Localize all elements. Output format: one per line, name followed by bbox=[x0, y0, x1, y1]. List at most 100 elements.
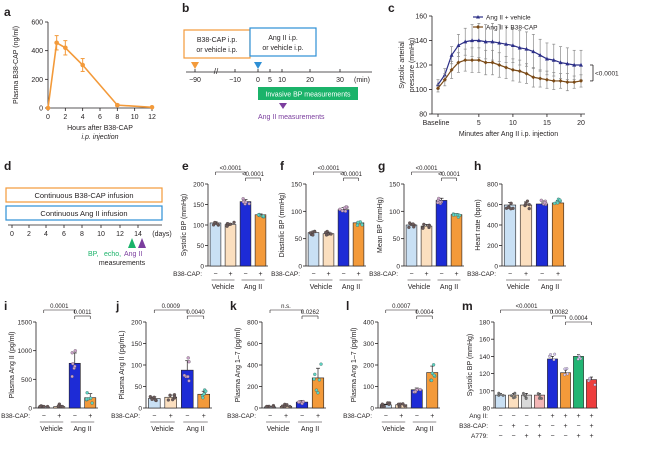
group-label-angii: Ang II bbox=[440, 284, 458, 291]
data-point bbox=[356, 220, 360, 225]
data-point-triangle bbox=[456, 43, 461, 47]
purple-arrow bbox=[138, 238, 146, 248]
treatment-row-label: B38-CAP: bbox=[459, 423, 488, 430]
invasive-bp-box bbox=[258, 87, 358, 100]
panel-letter-m: m bbox=[462, 299, 473, 313]
p-value-label: 0.0262 bbox=[301, 310, 320, 316]
data-point bbox=[342, 206, 347, 210]
data-point bbox=[256, 213, 261, 217]
data-point bbox=[588, 376, 592, 380]
group-label-angii: Ang II bbox=[301, 426, 319, 433]
data-point-triangle bbox=[524, 46, 529, 51]
data-point bbox=[430, 371, 435, 375]
x-tick-label: 5 bbox=[477, 120, 481, 127]
timeline-label: 30 bbox=[336, 77, 344, 84]
sign-label: + bbox=[524, 271, 528, 278]
group-label-angii: Ang II bbox=[73, 426, 91, 433]
legend-marker bbox=[476, 25, 480, 29]
series-line bbox=[437, 39, 581, 85]
protocol-label: Ang II i.p. bbox=[268, 35, 298, 42]
data-point bbox=[360, 223, 364, 227]
data-point-triangle bbox=[531, 49, 536, 54]
data-point bbox=[285, 403, 289, 407]
data-point-triangle bbox=[517, 45, 522, 50]
data-point bbox=[412, 225, 416, 229]
data-point-triangle bbox=[572, 62, 577, 67]
y-tick-label: 0 bbox=[396, 264, 400, 271]
data-point bbox=[45, 105, 51, 111]
data-point-diamond bbox=[531, 75, 536, 80]
bar bbox=[450, 214, 463, 267]
data-point bbox=[398, 404, 402, 409]
data-point bbox=[213, 220, 217, 225]
data-point bbox=[228, 222, 233, 226]
data-point-triangle bbox=[538, 53, 543, 57]
sign-label: − bbox=[243, 271, 247, 278]
p-value-label: <0.0001 bbox=[416, 166, 439, 172]
data-point bbox=[413, 389, 418, 394]
sign-label: − bbox=[511, 433, 515, 440]
bar bbox=[254, 214, 267, 267]
data-point-triangle bbox=[504, 41, 509, 46]
data-point-diamond bbox=[470, 58, 475, 63]
y-tick-label: 150 bbox=[291, 182, 302, 189]
y-tick-label: 600 bbox=[247, 341, 258, 348]
y-tick-label: 0 bbox=[39, 106, 43, 113]
data-point bbox=[338, 207, 342, 211]
sign-label: + bbox=[57, 413, 61, 420]
sign-label: − bbox=[511, 413, 515, 420]
sign-label: − bbox=[213, 271, 217, 278]
y-tick-label: 0 bbox=[298, 264, 302, 271]
y-tick-label: 100 bbox=[479, 388, 490, 395]
measure-label-ang: Ang II bbox=[124, 251, 142, 258]
y-tick-label: 0 bbox=[254, 406, 258, 413]
sign-label: + bbox=[556, 271, 560, 278]
timeline-label: 12 bbox=[116, 231, 124, 238]
p-value-label: 0.0001 bbox=[50, 304, 69, 310]
y-tick-label: 50 bbox=[393, 236, 401, 243]
data-point bbox=[56, 404, 61, 408]
data-point bbox=[316, 391, 320, 395]
data-point bbox=[422, 222, 426, 226]
bar bbox=[322, 233, 335, 267]
sign-label: + bbox=[424, 271, 428, 278]
x-tick-label: 8 bbox=[115, 114, 119, 121]
legend-label: Ang II + vehicle bbox=[486, 15, 531, 22]
y-axis-label: Plasma Ang 1–7 (pg/ml) bbox=[235, 328, 242, 403]
timeline-label: 2 bbox=[27, 231, 31, 238]
data-point bbox=[543, 201, 547, 205]
data-point bbox=[71, 362, 75, 366]
data-point bbox=[553, 352, 557, 356]
y-tick-label: 0 bbox=[370, 406, 374, 413]
orange-arrow bbox=[191, 62, 199, 69]
data-point bbox=[168, 393, 172, 397]
data-point bbox=[549, 353, 553, 356]
sign-label: + bbox=[258, 271, 262, 278]
y-tick-label: 300 bbox=[363, 341, 374, 348]
group-label-angii: Ang II bbox=[186, 426, 204, 433]
data-point-triangle bbox=[579, 62, 583, 67]
data-point bbox=[247, 202, 251, 206]
timeline-label: 5 bbox=[268, 77, 272, 84]
data-point bbox=[297, 400, 301, 404]
data-point bbox=[509, 201, 513, 205]
p-value-label: 0.0004 bbox=[569, 316, 588, 322]
data-point bbox=[431, 363, 436, 367]
data-point-triangle bbox=[497, 40, 502, 45]
y-tick-label: 140 bbox=[415, 38, 427, 45]
sign-label: − bbox=[498, 433, 502, 440]
y-tick-label: 120 bbox=[415, 63, 427, 70]
data-point bbox=[436, 201, 440, 205]
data-point bbox=[261, 214, 266, 218]
timeline-unit: (days) bbox=[152, 231, 171, 238]
invasive-bp-label: Invasive BP measurements bbox=[265, 92, 351, 99]
timeline-label: 20 bbox=[306, 77, 314, 84]
protocol-label: Continuous Ang II infusion bbox=[40, 209, 127, 218]
y-tick-label: 100 bbox=[291, 209, 302, 216]
sign-label: − bbox=[508, 271, 512, 278]
data-point-diamond bbox=[510, 67, 515, 72]
data-point bbox=[555, 201, 560, 205]
treatment-row-label: A779: bbox=[471, 433, 488, 440]
bar bbox=[426, 372, 439, 409]
data-point bbox=[201, 396, 205, 400]
